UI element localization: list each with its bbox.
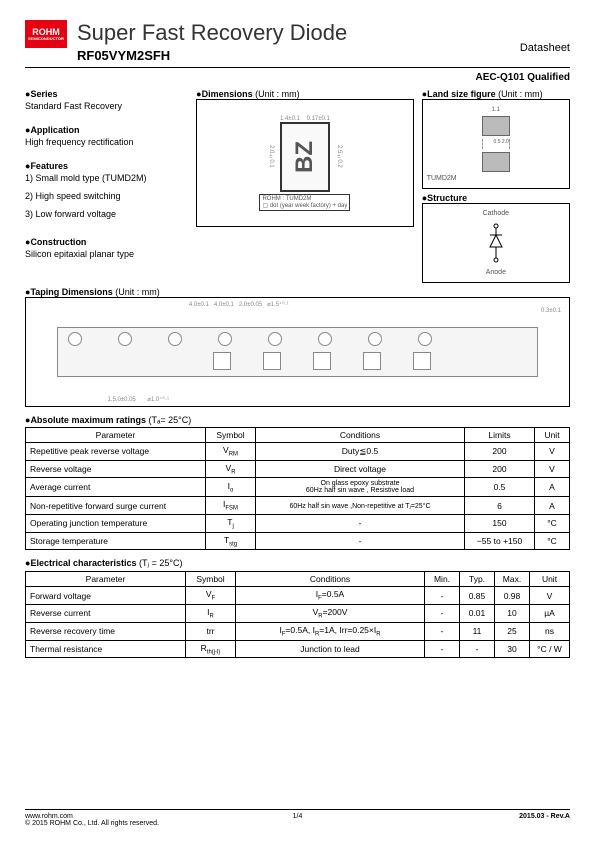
main-title: Super Fast Recovery Diode xyxy=(77,20,570,46)
construction-text: Silicon epitaxial planar type xyxy=(25,249,188,259)
construction-title: Construction xyxy=(25,237,188,247)
part-number: RF05VYM2SFH xyxy=(77,48,570,63)
dimensions-diagram: 1.4±0.1 0.17±0.1 2.0±0.1 BZ 2.5±0.2 ROHM… xyxy=(196,99,414,227)
logo-sub: SEMICONDUCTOR xyxy=(28,37,64,41)
abs-max-table: Parameter Symbol Conditions Limits Unit … xyxy=(25,427,570,550)
land-diagram: 1.1 0.5 2.0 TUMD2M xyxy=(422,99,570,189)
footer: www.rohm.com © 2015 ROHM Co., Ltd. All r… xyxy=(25,809,570,827)
series-title: Series xyxy=(25,89,188,99)
application-text: High frequency rectification xyxy=(25,137,188,147)
diode-icon xyxy=(486,223,506,263)
footer-copyright: © 2015 ROHM Co., Ltd. All rights reserve… xyxy=(25,820,159,827)
taping-diagram: 4.0±0.1 4.0±0.1 2.0±0.05 ⌀1.5⁺⁰·¹ 1.5.0±… xyxy=(25,297,570,407)
series-text: Standard Fast Recovery xyxy=(25,101,188,111)
structure-diagram: Cathode Anode xyxy=(422,203,570,283)
anode-label: Anode xyxy=(486,269,506,276)
taping-title: ●Taping Dimensions (Unit : mm) xyxy=(25,287,570,297)
application-title: Application xyxy=(25,125,188,135)
land-title: ●Land size figure (Unit : mm) xyxy=(422,89,570,99)
features-list: 1) Small mold type (TUMD2M) 2) High spee… xyxy=(25,173,188,219)
feature-item: 2) High speed switching xyxy=(25,191,188,201)
page-number: 1/4 xyxy=(293,813,303,820)
rohm-pkg-note: ROHM : TUMD2M ▢ dot (year week factory) … xyxy=(259,194,350,211)
footer-url: www.rohm.com xyxy=(25,813,73,820)
features-title: Features xyxy=(25,161,188,171)
structure-title: ●Structure xyxy=(422,193,570,203)
revision: 2015.03 - Rev.A xyxy=(519,813,570,827)
doc-type: Datasheet xyxy=(520,42,570,54)
feature-item: 1) Small mold type (TUMD2M) xyxy=(25,173,188,183)
elec-title: Electrical characteristics (Tⱼ = 25°C) xyxy=(25,558,570,569)
elec-table: Parameter Symbol Conditions Min. Typ. Ma… xyxy=(25,571,570,658)
feature-item: 3) Low forward voltage xyxy=(25,209,188,219)
abs-max-title: Absolute maximum ratings (Tₐ= 25°C) xyxy=(25,415,570,425)
cathode-label: Cathode xyxy=(483,210,509,217)
aec-qualified: AEC-Q101 Qualified xyxy=(25,72,570,83)
dimensions-title: ●Dimensions (Unit : mm) xyxy=(196,89,414,99)
rohm-logo: ROHM SEMICONDUCTOR xyxy=(25,20,67,48)
